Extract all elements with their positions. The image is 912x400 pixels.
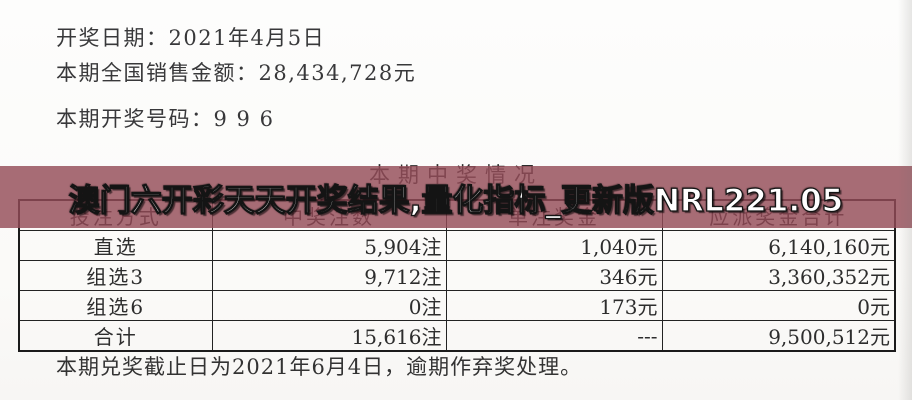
total-payout-cell: 9,500,512元 — [661, 320, 896, 352]
single-prize-cell: 1,040元 — [445, 230, 663, 261]
table-row: 组选3 9,712注 346元 3,360,352元 — [18, 260, 896, 291]
single-prize-cell: 173元 — [445, 290, 663, 321]
redemption-deadline-note: 本期兑奖截止日为2021年6月4日，逾期作弃奖处理。 — [56, 355, 583, 379]
winning-numbers-line: 本期开奖号码：9 9 6 — [56, 107, 275, 131]
table-row: 组选6 0注 173元 0元 — [18, 290, 896, 321]
winning-count-cell: 5,904注 — [211, 230, 447, 261]
national-sales-line: 本期全国销售金额：28,434,728元 — [56, 61, 417, 85]
single-prize-cell: --- — [445, 320, 663, 352]
total-payout-cell: 6,140,160元 — [661, 230, 896, 261]
winning-count-cell: 15,616注 — [211, 320, 447, 352]
single-prize-cell: 346元 — [445, 260, 663, 291]
bet-method-cell: 合计 — [18, 320, 213, 352]
bet-method-cell: 组选3 — [18, 260, 213, 291]
total-payout-cell: 3,360,352元 — [661, 260, 896, 291]
total-payout-cell: 0元 — [661, 290, 896, 321]
bet-method-cell: 直选 — [18, 230, 213, 261]
draw-date-line: 开奖日期：2021年4月5日 — [56, 26, 326, 50]
spam-overlay-banner: 澳门六开彩天天开奖结果,量化指标_更新版NRL221.05 — [0, 166, 912, 228]
table-row: 直选 5,904注 1,040元 6,140,160元 — [18, 230, 896, 261]
winning-count-cell: 9,712注 — [211, 260, 447, 291]
bet-method-cell: 组选6 — [18, 290, 213, 321]
table-row-total: 合计 15,616注 --- 9,500,512元 — [18, 320, 896, 352]
spam-overlay-banner-text: 澳门六开彩天天开奖结果,量化指标_更新版NRL221.05 — [68, 182, 844, 219]
winning-count-cell: 0注 — [211, 290, 447, 321]
scan-edge-shadow — [898, 0, 912, 400]
